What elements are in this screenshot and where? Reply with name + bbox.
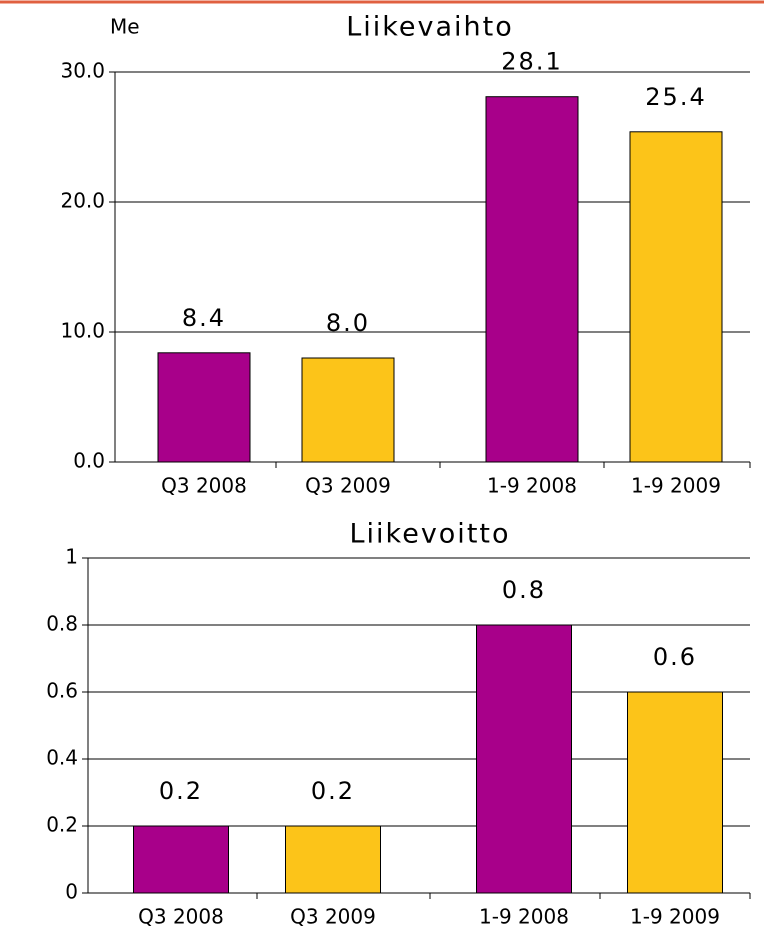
bar	[485, 96, 579, 463]
x-tick-label: Q3 2008	[138, 905, 224, 929]
bar	[627, 691, 723, 894]
bar	[476, 624, 572, 894]
bar	[629, 131, 723, 463]
data-label: 0.2	[159, 777, 203, 805]
y-tick-label: 0.8	[46, 612, 78, 636]
chart-title: Liikevoitto	[349, 519, 510, 550]
data-label: 28.1	[501, 48, 562, 76]
y-axis-label: Me	[110, 15, 140, 39]
data-label: 0.6	[653, 643, 697, 671]
data-label: 8.0	[326, 309, 370, 337]
x-tick-label: Q3 2008	[161, 474, 247, 498]
y-tick-label: 10.0	[60, 319, 105, 343]
y-tick-label: 30.0	[60, 59, 105, 83]
bar	[301, 357, 395, 463]
y-tick-label: 0.0	[73, 449, 105, 473]
data-label: 8.4	[182, 304, 226, 332]
y-tick-label: 0	[65, 880, 78, 904]
y-tick-label: 0.4	[46, 746, 78, 770]
x-tick-label: 1-9 2009	[631, 474, 721, 498]
chart-title: Liikevaihto	[346, 12, 514, 43]
data-label: 0.2	[311, 777, 355, 805]
bar	[157, 352, 251, 463]
bar	[133, 825, 229, 894]
data-label: 25.4	[645, 83, 706, 111]
x-tick-label: Q3 2009	[290, 905, 376, 929]
x-tick-label: 1-9 2008	[479, 905, 569, 929]
data-label: 0.8	[502, 576, 546, 604]
y-tick-label: 0.2	[46, 813, 78, 837]
y-tick-label: 1	[65, 545, 78, 569]
x-tick-label: 1-9 2009	[630, 905, 720, 929]
y-tick-label: 0.6	[46, 679, 78, 703]
x-tick-label: Q3 2009	[305, 474, 391, 498]
bar	[285, 825, 381, 894]
y-tick-label: 20.0	[60, 189, 105, 213]
x-tick-label: 1-9 2008	[487, 474, 577, 498]
